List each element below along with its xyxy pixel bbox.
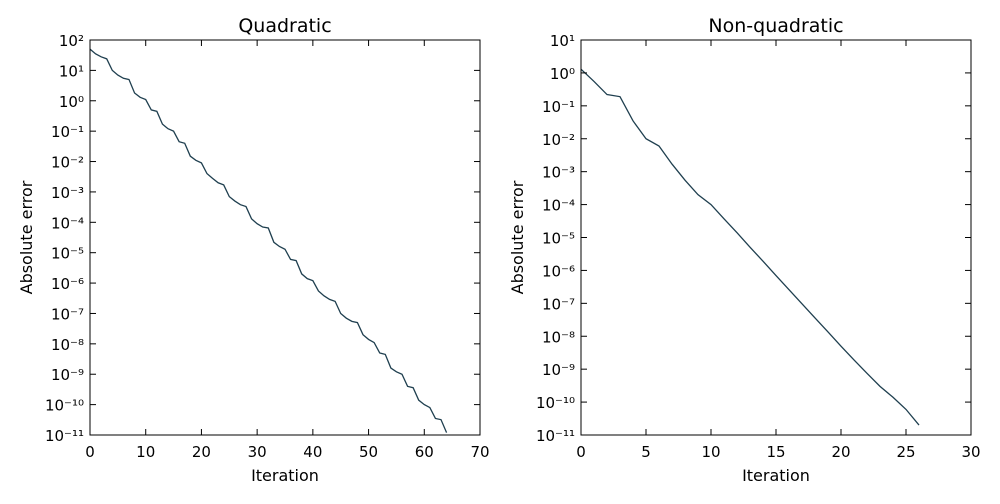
y-tick-label: 10⁻¹ [542, 98, 575, 116]
y-tick-label: 10⁻¹⁰ [45, 397, 84, 415]
y-tick-label: 10⁻¹⁰ [536, 394, 575, 412]
y-tick-label: 10⁻³ [542, 164, 575, 182]
x-tick-label: 0 [85, 443, 95, 461]
x-tick-label: 70 [470, 443, 489, 461]
x-axis-label: Iteration [742, 466, 810, 485]
x-tick-label: 20 [192, 443, 211, 461]
y-tick-label: 10⁻¹¹ [536, 427, 575, 445]
x-tick-label: 15 [766, 443, 785, 461]
y-tick-label: 10⁻³ [51, 184, 84, 202]
x-tick-label: 5 [641, 443, 651, 461]
y-tick-label: 10⁻⁷ [542, 295, 575, 313]
x-axis-label: Iteration [251, 466, 319, 485]
x-tick-label: 10 [701, 443, 720, 461]
x-tick-label: 40 [303, 443, 322, 461]
y-axis-label: Absolute error [508, 180, 527, 294]
data-line [580, 68, 920, 426]
x-tick-label: 20 [831, 443, 850, 461]
x-tick-label: 60 [415, 443, 434, 461]
chart-title: Quadratic [238, 15, 331, 37]
y-tick-label: 10⁻⁵ [542, 230, 575, 248]
chart-title: Non-quadratic [708, 15, 843, 37]
x-tick-label: 10 [136, 443, 155, 461]
y-tick-label: 10⁻⁴ [542, 197, 575, 215]
y-tick-label: 10⁻¹¹ [45, 427, 84, 445]
y-tick-label: 10⁻⁹ [51, 366, 84, 384]
y-tick-label: 10⁻⁶ [51, 275, 84, 293]
y-tick-label: 10⁻⁷ [51, 305, 84, 323]
x-tick-label: 30 [248, 443, 267, 461]
y-tick-label: 10⁻⁹ [542, 361, 575, 379]
y-tick-label: 10⁻⁸ [51, 336, 84, 354]
y-tick-label: 10⁻¹ [51, 123, 84, 141]
x-tick-label: 0 [576, 443, 586, 461]
y-tick-label: 10⁰ [59, 93, 84, 111]
y-axis-label: Absolute error [17, 180, 36, 294]
axes-frame [580, 39, 972, 436]
y-tick-label: 10⁰ [550, 65, 575, 83]
y-tick-label: 10⁻⁶ [542, 262, 575, 280]
y-tick-label: 10⁻⁵ [51, 245, 84, 263]
y-tick-label: 10⁻⁴ [51, 214, 84, 232]
y-tick-label: 10¹ [550, 32, 575, 50]
y-tick-label: 10⁻² [51, 154, 84, 172]
y-tick-label: 10² [59, 32, 84, 50]
x-tick-label: 50 [359, 443, 378, 461]
x-tick-label: 30 [961, 443, 980, 461]
x-tick-label: 25 [896, 443, 915, 461]
data-line [89, 48, 448, 433]
y-tick-label: 10⁻² [542, 131, 575, 149]
y-tick-label: 10⁻⁸ [542, 328, 575, 346]
axes-frame [89, 39, 481, 436]
y-tick-label: 10¹ [59, 62, 84, 80]
